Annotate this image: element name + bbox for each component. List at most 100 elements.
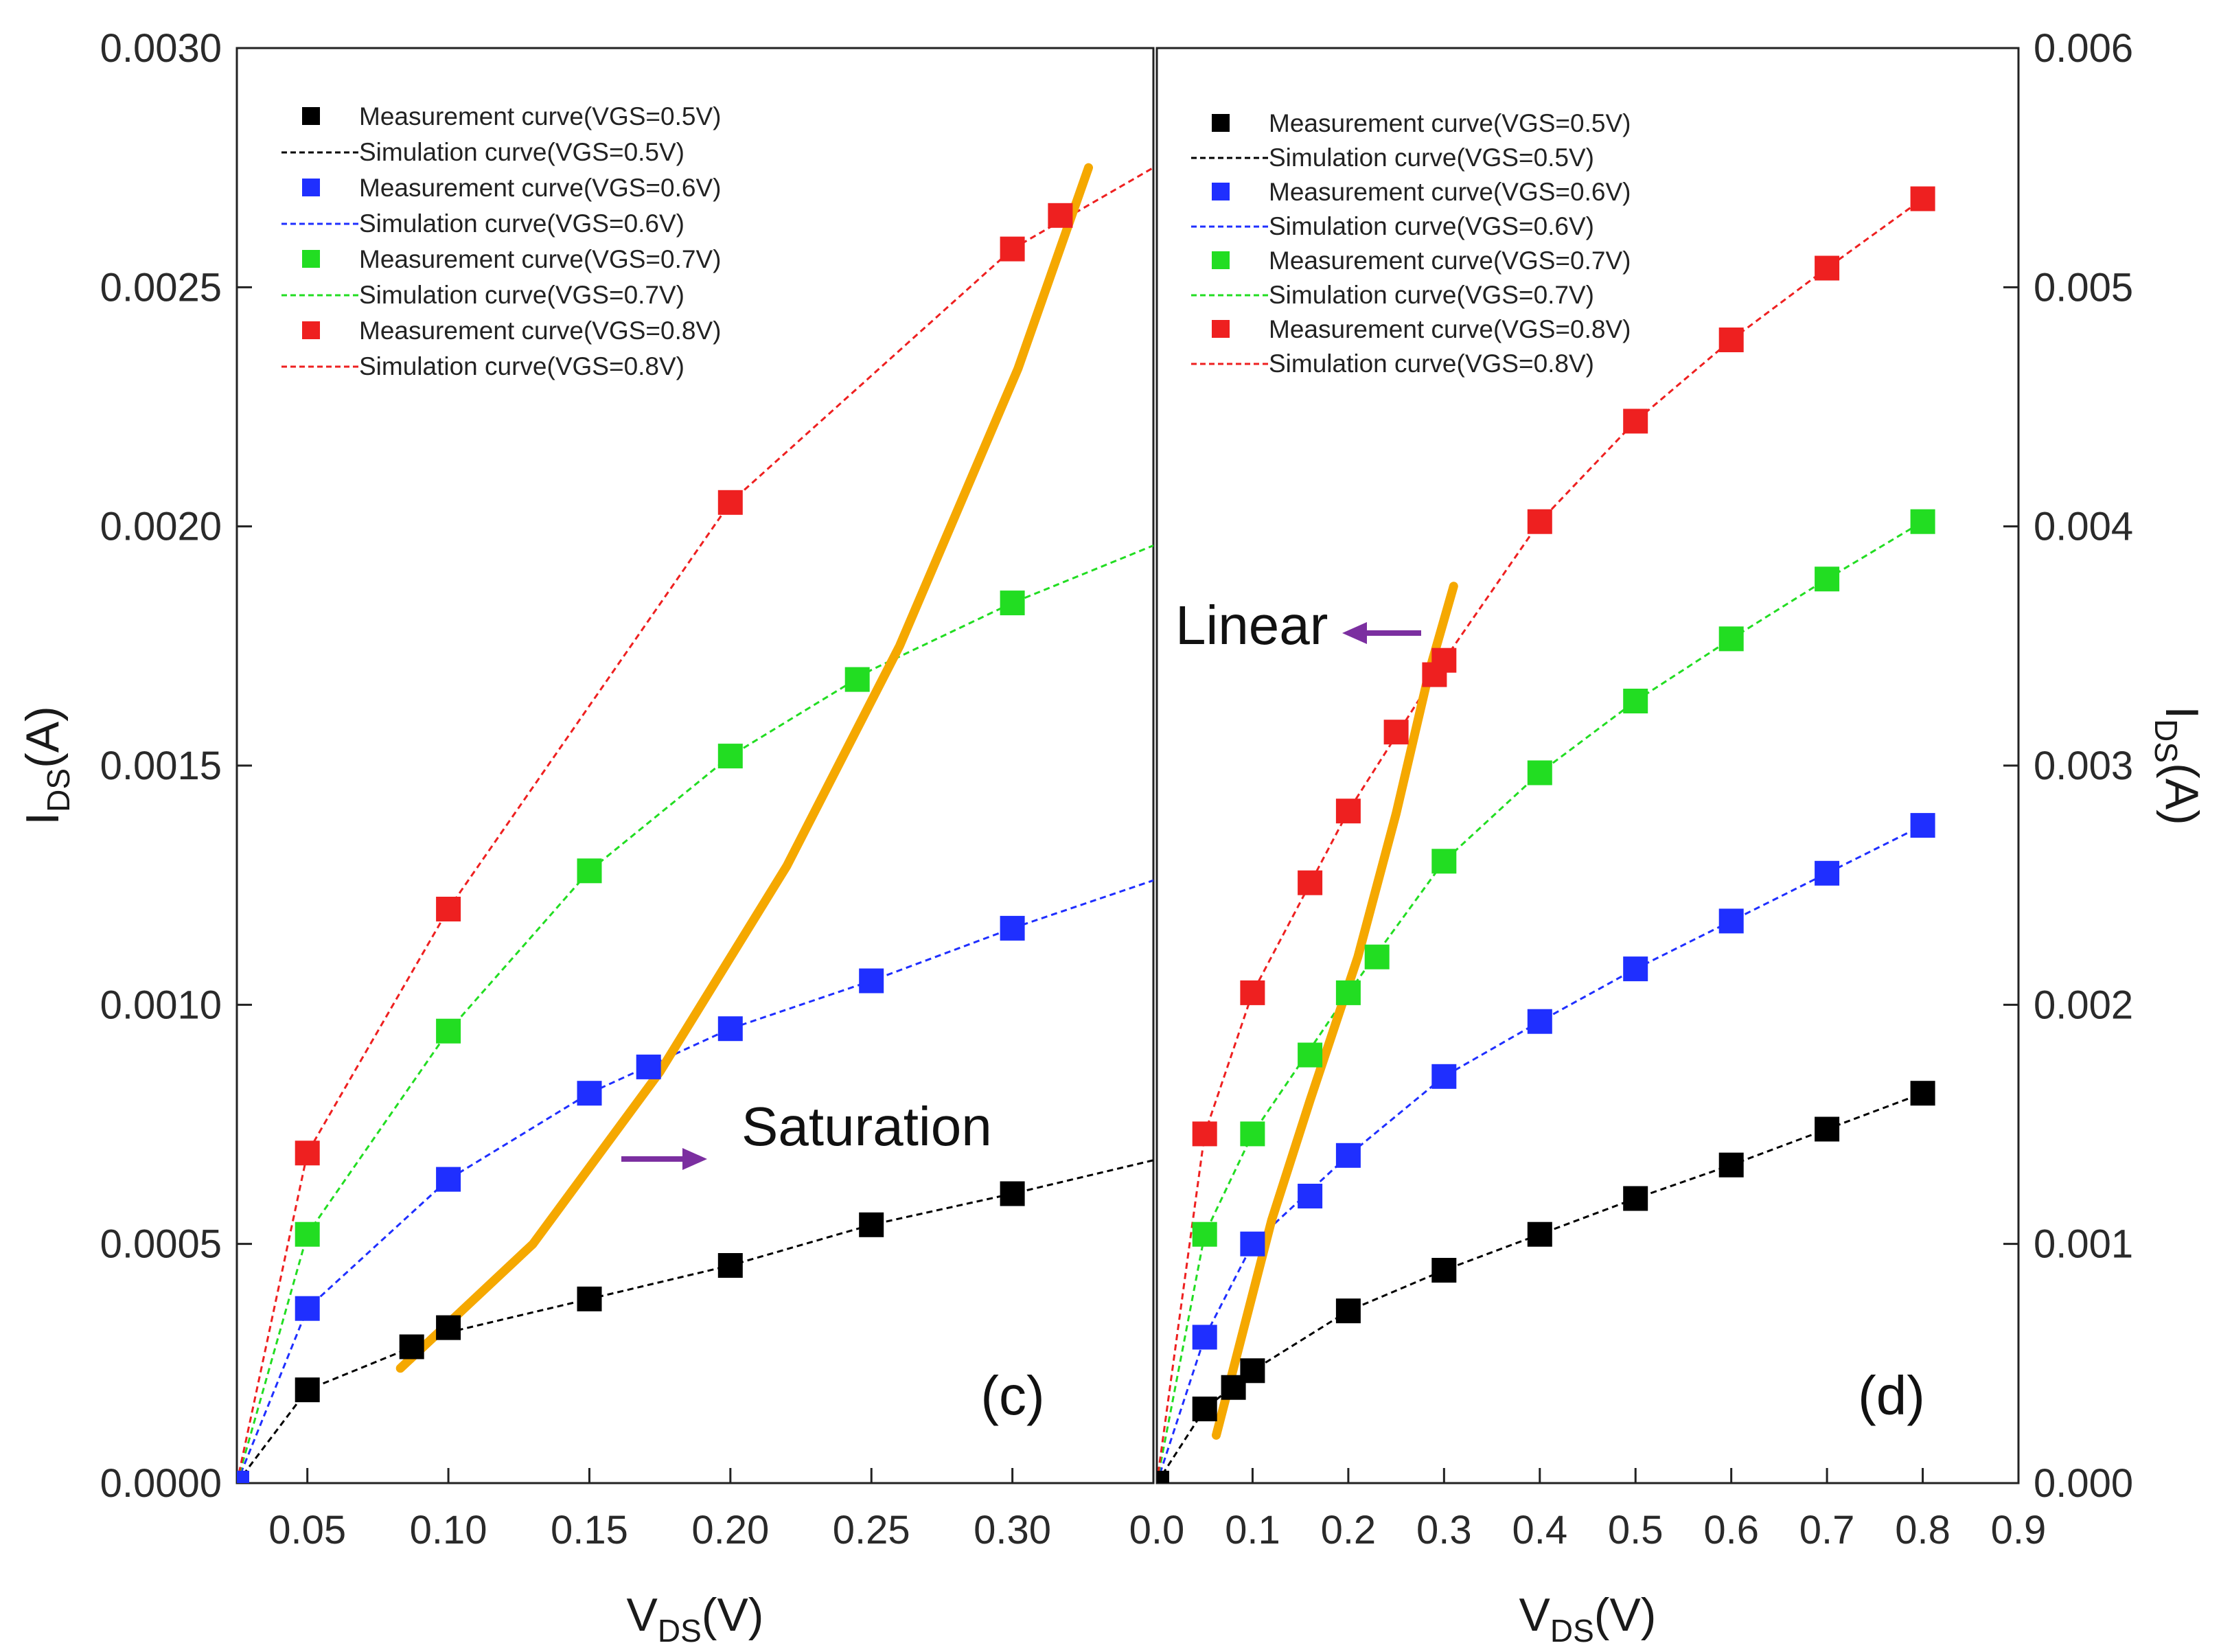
meas-point-VGS=0.8V: [1623, 409, 1648, 434]
legend-label: Simulation curve(VGS=0.7V): [359, 281, 684, 309]
y-tick-label: 0.002: [2034, 983, 2133, 1027]
meas-point-VGS=0.6V: [295, 1296, 320, 1321]
y-tick-label: 0.0000: [100, 1461, 222, 1506]
legend-label: Simulation curve(VGS=0.8V): [359, 352, 684, 380]
y-axis-label: IDS(A): [2148, 706, 2208, 825]
x-axis-label-sub: DS: [1550, 1613, 1594, 1649]
meas-point-VGS=0.5V: [1240, 1358, 1265, 1384]
meas-point-VGS=0.7V: [1192, 1221, 1217, 1247]
panel-d-chart: 0.0 0.1 0.2 0.3 0.4 0.5 0.6 0.7 0.8 0.90.000 0.001…: [1129, 26, 2208, 1649]
y-axis-label-main: I: [16, 812, 69, 825]
legend-label: Simulation curve(VGS=0.7V): [1269, 281, 1594, 309]
x-tick-label: 0.9: [1991, 1508, 2047, 1552]
meas-point-VGS=0.7V: [1364, 944, 1390, 970]
meas-point-VGS=0.7V: [1527, 760, 1552, 785]
x-tick-label: 0.20: [691, 1508, 769, 1552]
plot-area: [237, 163, 1153, 1483]
sim-line-VGS=0.8V: [237, 166, 1153, 1483]
meas-point-VGS=0.6V: [1910, 813, 1935, 838]
panel-label: (c): [980, 1365, 1044, 1426]
meas-point-VGS=0.5V: [1527, 1221, 1552, 1247]
meas-point-VGS=0.7V: [436, 1018, 461, 1044]
meas-point-VGS=0.6V: [717, 1016, 743, 1042]
x-tick-label: 0.8: [1895, 1508, 1950, 1552]
x-tick-label: 0.2: [1321, 1508, 1377, 1552]
meas-point-VGS=0.8V: [1048, 203, 1073, 228]
meas-point-VGS=0.5V: [1623, 1186, 1648, 1211]
plot-area: [1157, 186, 1935, 1483]
x-axis-label: VDS(V): [1519, 1589, 1657, 1649]
meas-point-VGS=0.5V: [1910, 1081, 1935, 1106]
x-axis-label-main: V: [627, 1589, 658, 1641]
meas-point-VGS=0.5V: [859, 1212, 884, 1237]
meas-point-VGS=0.7V: [717, 744, 743, 769]
y-axis-label-main: I: [2156, 706, 2208, 719]
meas-point-VGS=0.5V: [295, 1377, 320, 1403]
x-tick-label: 0.15: [551, 1508, 628, 1552]
annotation-arrowhead: [682, 1148, 707, 1170]
x-tick-label: 0.1: [1225, 1508, 1280, 1552]
meas-point-VGS=0.6V: [1192, 1324, 1217, 1350]
meas-point-VGS=0.7V: [1298, 1042, 1323, 1068]
panel-label: (d): [1858, 1365, 1925, 1426]
meas-point-VGS=0.7V: [295, 1221, 320, 1247]
meas-point-VGS=0.5V: [1335, 1298, 1361, 1324]
y-tick-label: 0.0020: [100, 505, 222, 549]
y-axis-label-unit: (A): [16, 706, 69, 768]
meas-point-VGS=0.5V: [1718, 1152, 1744, 1178]
x-axis-label-sub: DS: [658, 1613, 702, 1649]
y-tick-label: 0.0025: [100, 265, 222, 310]
meas-point-VGS=0.6V: [1240, 1231, 1265, 1257]
meas-point-VGS=0.8V: [1383, 720, 1409, 745]
x-tick-label: 0.10: [410, 1508, 487, 1552]
legend-label: Simulation curve(VGS=0.6V): [359, 209, 684, 238]
legend-marker: [302, 250, 320, 268]
meas-point-VGS=0.5V: [577, 1286, 602, 1311]
meas-point-VGS=0.7V: [844, 667, 870, 692]
meas-point-VGS=0.8V: [1431, 647, 1457, 673]
annotation-label: Linear: [1175, 595, 1328, 656]
y-axis-label-sub: DS: [41, 768, 76, 812]
meas-point-VGS=0.8V: [436, 897, 461, 921]
meas-point-VGS=0.7V: [1815, 566, 1840, 592]
meas-point-VGS=0.5V: [1192, 1397, 1217, 1421]
meas-point-VGS=0.8V: [1718, 328, 1744, 352]
legend-label: Measurement curve(VGS=0.5V): [1269, 109, 1631, 137]
legend-label: Simulation curve(VGS=0.6V): [1269, 212, 1594, 240]
y-tick-label: 0.0015: [100, 744, 222, 788]
x-tick-label: 0.4: [1512, 1508, 1567, 1552]
legend-label: Measurement curve(VGS=0.5V): [359, 102, 721, 130]
sim-line-VGS=0.5V: [237, 1159, 1153, 1483]
legend-label: Measurement curve(VGS=0.8V): [1269, 315, 1631, 343]
legend-marker: [1212, 251, 1230, 269]
x-tick-label: 0.7: [1799, 1508, 1855, 1552]
y-axis-label-unit: (A): [2156, 763, 2208, 825]
meas-point-VGS=0.8V: [1527, 509, 1552, 534]
legend-marker: [1212, 320, 1230, 338]
boundary-line: [395, 163, 1093, 1373]
meas-point-VGS=0.6V: [1431, 1064, 1457, 1089]
x-axis-label: VDS(V): [627, 1589, 764, 1649]
meas-point-VGS=0.5V: [1157, 1471, 1169, 1483]
meas-point-VGS=0.5V: [436, 1315, 461, 1340]
x-axis-label-unit: (V): [1594, 1589, 1657, 1641]
legend-marker: [1212, 183, 1230, 200]
annotation-label: Saturation: [741, 1096, 992, 1157]
panel-c-chart: 0.05 0.10 0.15 0.20 0.25 0.30 0.0000 0.0005 0.00…: [16, 26, 1155, 1649]
meas-point-VGS=0.6V: [436, 1167, 461, 1192]
meas-point-VGS=0.8V: [1815, 255, 1840, 281]
legend-label: Measurement curve(VGS=0.7V): [1269, 246, 1631, 275]
x-tick-label: 0.5: [1608, 1508, 1664, 1552]
meas-point-VGS=0.6V: [1815, 860, 1840, 886]
meas-point-VGS=0.8V: [1910, 186, 1935, 211]
meas-point-VGS=0.6V: [859, 968, 884, 994]
y-tick-label: 0.0030: [100, 26, 222, 71]
y-tick-label: 0.004: [2034, 505, 2133, 549]
meas-point-VGS=0.6V: [577, 1081, 602, 1106]
sim-line-VGS=0.6V: [1157, 824, 1924, 1483]
legend-marker: [302, 107, 320, 125]
y-tick-label: 0.0005: [100, 1222, 222, 1267]
x-tick-label: 0.0: [1129, 1508, 1185, 1552]
meas-point-VGS=0.8V: [1298, 870, 1323, 895]
sim-line-VGS=0.7V: [237, 544, 1153, 1483]
